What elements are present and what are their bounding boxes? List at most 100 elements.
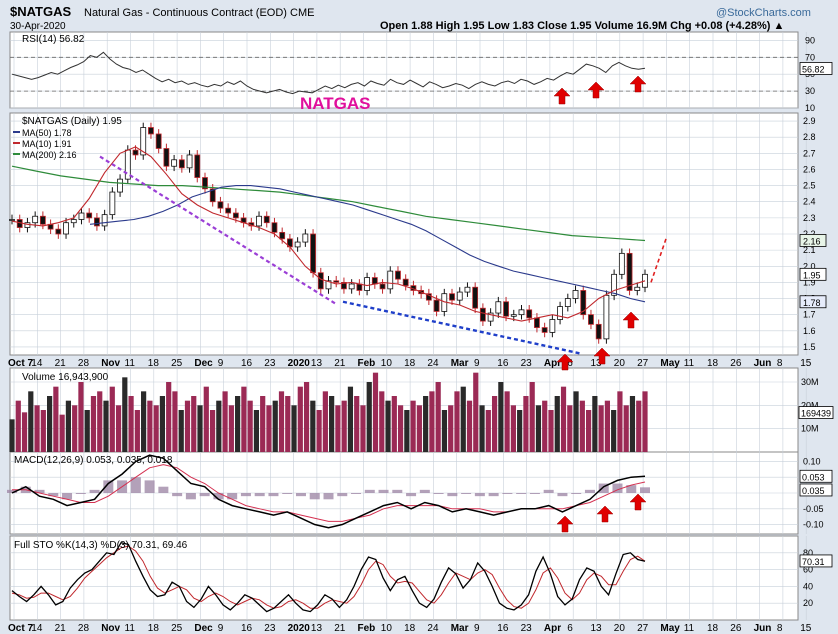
x-tick-label: 6: [567, 358, 573, 369]
x-tick-label: 27: [637, 358, 649, 369]
macd-value-label: 0.035: [802, 486, 825, 496]
macd-histogram-bar: [406, 493, 417, 497]
volume-bar: [347, 386, 354, 452]
x-tick-label-bottom: 2020: [288, 623, 311, 634]
macd-histogram-bar: [351, 493, 362, 494]
volume-bar: [272, 400, 278, 452]
macd-histogram-bar: [502, 493, 513, 494]
x-tick-label: 9: [474, 358, 480, 369]
x-tick-label-bottom: 18: [707, 623, 719, 634]
volume-bar: [285, 396, 291, 452]
volume-bar: [15, 400, 21, 452]
volume-bar: [498, 382, 504, 452]
macd-histogram-bar: [488, 493, 499, 497]
volume-bar: [529, 382, 535, 452]
volume-bar: [416, 405, 422, 452]
volume-bar: [579, 400, 585, 452]
volume-bar: [335, 405, 341, 452]
macd-title: MACD(12,26,9) 0.053, 0.035, 0.018: [14, 455, 173, 466]
macd-y-tick: -0.10: [803, 520, 824, 530]
candle-body: [395, 270, 401, 280]
x-tick-label: 24: [427, 358, 439, 369]
candle-body: [503, 301, 509, 317]
macd-histogram-bar: [516, 493, 527, 494]
volume-bar: [404, 410, 410, 452]
x-tick-label-bottom: Oct 7: [8, 623, 33, 634]
candle-body: [24, 222, 31, 228]
macd-histogram-bar: [89, 489, 100, 493]
price-arrow: [622, 311, 640, 329]
volume-bar: [604, 400, 610, 452]
volume-bar: [397, 405, 404, 452]
x-tick-label: 10: [381, 358, 393, 369]
x-tick-label: 26: [730, 358, 742, 369]
candle-body: [109, 191, 116, 216]
x-tick-label-bottom: 15: [800, 623, 812, 634]
volume-bar: [228, 405, 234, 452]
volume-bar: [40, 410, 46, 452]
volume-panel: [9, 367, 799, 453]
x-tick-label-bottom: Jun: [754, 623, 772, 634]
rsi-arrow: [587, 81, 605, 99]
volume-bar: [592, 396, 598, 452]
macd-histogram-bar: [48, 493, 59, 497]
legend-ma10: MA(10) 1.91: [22, 139, 72, 149]
macd-histogram-bar: [598, 483, 609, 493]
candle-body: [495, 301, 502, 314]
rsi-y-tick: 70: [805, 52, 815, 62]
candle-body: [263, 215, 270, 224]
volume-bar: [303, 382, 310, 452]
candle-body: [317, 272, 324, 290]
candle-body: [302, 233, 309, 243]
volume-bar: [372, 372, 379, 452]
x-tick-label-bottom: 13: [311, 623, 323, 634]
volume-bar: [316, 410, 322, 452]
volume-bar: [341, 400, 347, 452]
candle-body: [86, 212, 93, 219]
macd-histogram-bar: [240, 493, 251, 497]
support-line: [342, 300, 581, 355]
candle-body: [634, 286, 641, 291]
volume-bar: [278, 391, 285, 452]
x-tick-label: Jun: [754, 358, 772, 369]
macd-value-box: [799, 483, 833, 497]
candle-body: [379, 283, 386, 290]
volume-bar: [103, 400, 109, 452]
ma10-line: [11, 146, 646, 322]
volume-bar: [429, 391, 435, 452]
candle-body: [433, 299, 440, 312]
candle-body: [534, 317, 540, 328]
x-tick-label: 11: [684, 358, 695, 369]
macd-value-box: [799, 469, 833, 483]
volume-bar: [141, 391, 147, 452]
macd-arrow: [629, 493, 647, 511]
candle-body: [132, 149, 139, 156]
macd-histogram-bar: [172, 493, 183, 497]
candle-body: [294, 241, 301, 248]
volume-bar: [629, 396, 636, 452]
volume-bar: [128, 396, 134, 452]
projection-line: [650, 238, 667, 283]
volume-bar: [191, 396, 197, 452]
price-y-tick: 1.6: [803, 326, 816, 336]
price-y-tick: 2.5: [803, 181, 816, 191]
volume-bar: [623, 405, 629, 452]
price-y-tick: 2.2: [803, 229, 816, 239]
x-tick-label-bottom: 21: [55, 623, 67, 634]
macd-histogram-bar: [268, 493, 279, 497]
candle-body: [518, 309, 525, 316]
candle-body: [163, 148, 170, 167]
macd-y-tick: 0.10: [803, 456, 821, 466]
volume-bar: [184, 400, 191, 452]
x-tick-label: Feb: [358, 358, 376, 369]
ohlc-summary: Open 1.88 High 1.95 Low 1.83 Close 1.95 …: [380, 20, 784, 32]
macd-histogram-bar: [392, 489, 403, 493]
macd-arrow: [596, 505, 614, 523]
volume-bar: [297, 386, 303, 452]
candle-body: [124, 149, 131, 180]
volume-bar: [485, 410, 491, 452]
volume-y-tick: 10M: [801, 424, 819, 434]
x-tick-label-bottom: Nov: [101, 623, 120, 634]
watermark: @StockCharts.com: [716, 7, 811, 19]
ticker-title: $NATGAS: [10, 4, 71, 19]
